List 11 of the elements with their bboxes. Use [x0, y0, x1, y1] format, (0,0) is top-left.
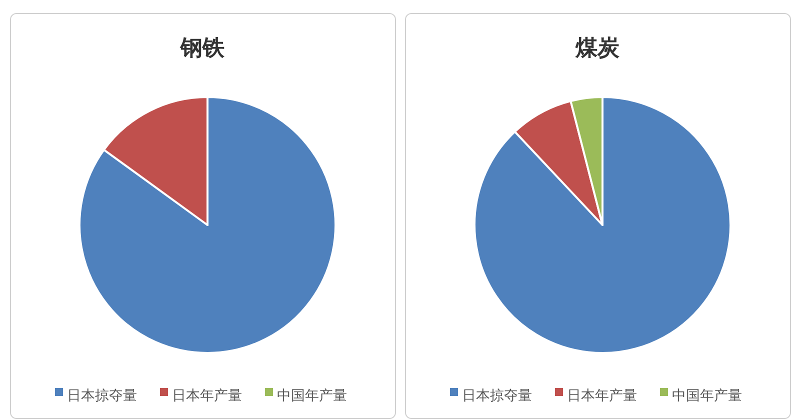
legend-label: 中国年产量 [672, 388, 742, 404]
legend-label: 日本年产量 [567, 388, 637, 404]
pie-slice [78, 96, 336, 354]
chart-title: 钢铁 [180, 36, 226, 61]
legend-label: 日本掠夺量 [462, 388, 532, 404]
pie-slice [514, 100, 604, 226]
legend-label: 日本掠夺量 [67, 388, 137, 404]
legend-label: 中国年产量 [277, 388, 347, 404]
pie-slice [474, 96, 732, 354]
chart-title: 煤炭 [574, 36, 620, 61]
legend-label: 日本年产量 [172, 388, 242, 404]
